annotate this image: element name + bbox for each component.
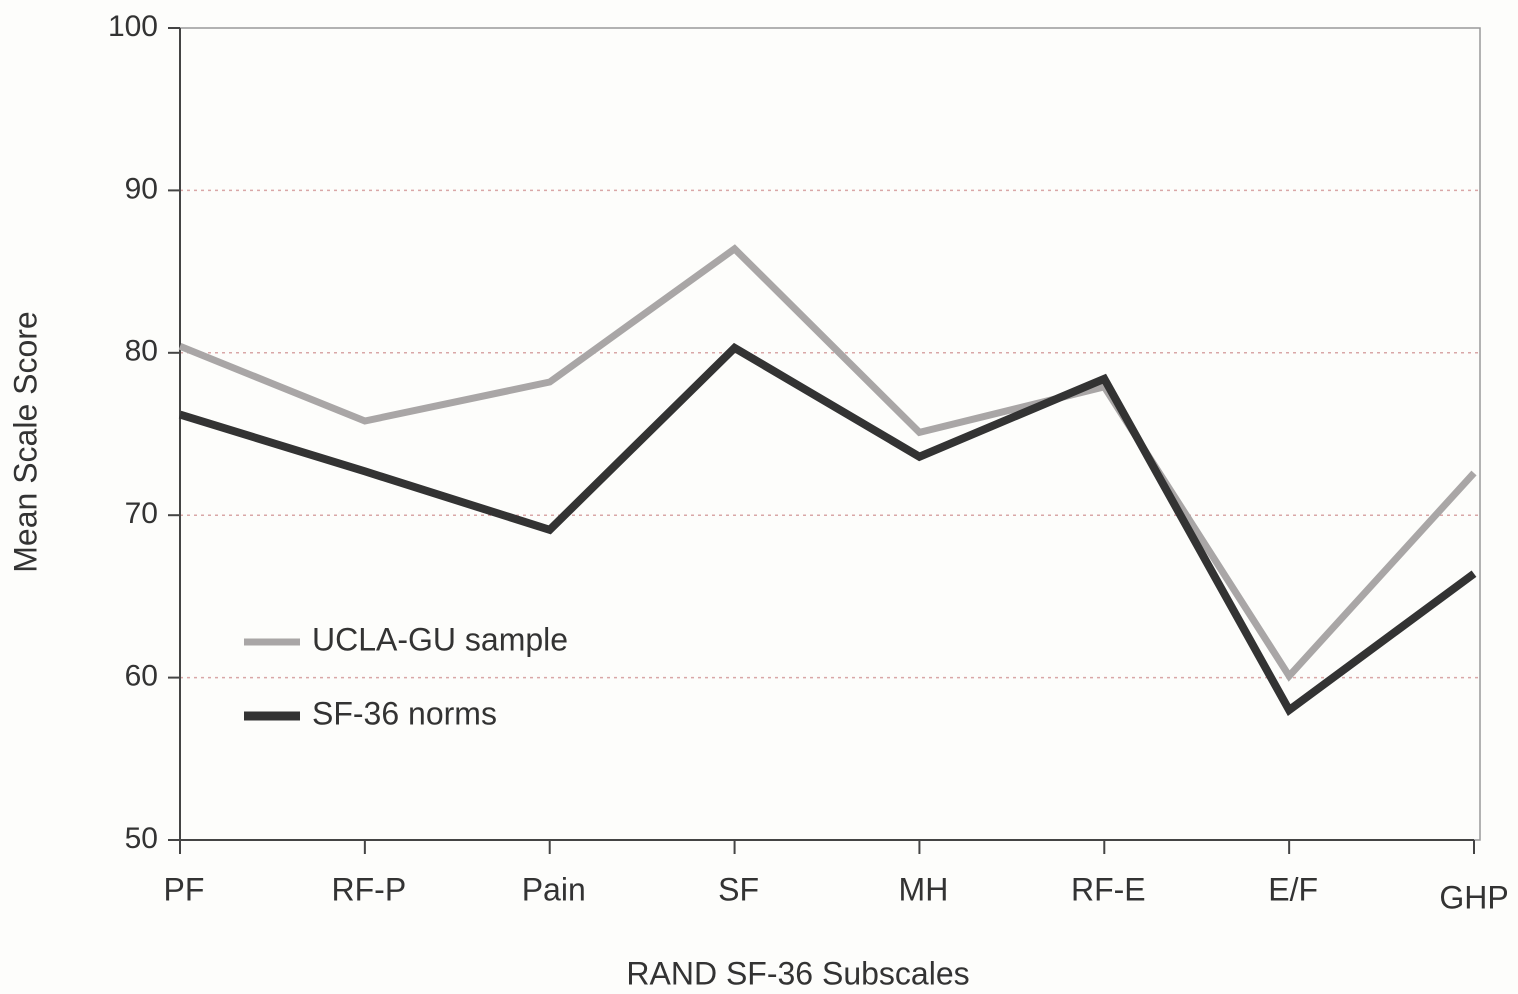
x-tick-label: PF	[164, 871, 205, 907]
x-tick-label: SF	[718, 871, 759, 907]
series-line	[178, 342, 1477, 716]
legend-label: SF-36 norms	[312, 695, 497, 731]
y-tick-label: 50	[125, 822, 158, 855]
x-tick-label: RF-E	[1071, 871, 1146, 907]
series-line	[178, 244, 1477, 682]
x-tick-label: GHP	[1439, 879, 1508, 915]
y-tick-label: 90	[125, 172, 158, 205]
y-tick-label: 60	[125, 660, 158, 693]
y-axis-label: Mean Scale Score	[7, 311, 43, 572]
x-tick-label: RF-P	[332, 871, 407, 907]
y-tick-label: 80	[125, 335, 158, 368]
y-tick-label: 70	[125, 497, 158, 530]
x-axis-label: RAND SF-36 Subscales	[626, 955, 969, 991]
legend-label: UCLA-GU sample	[312, 621, 568, 657]
x-tick-label: Pain	[522, 871, 586, 907]
y-tick-label: 100	[108, 10, 158, 43]
x-tick-label: MH	[899, 871, 949, 907]
x-tick-label: E/F	[1268, 871, 1318, 907]
